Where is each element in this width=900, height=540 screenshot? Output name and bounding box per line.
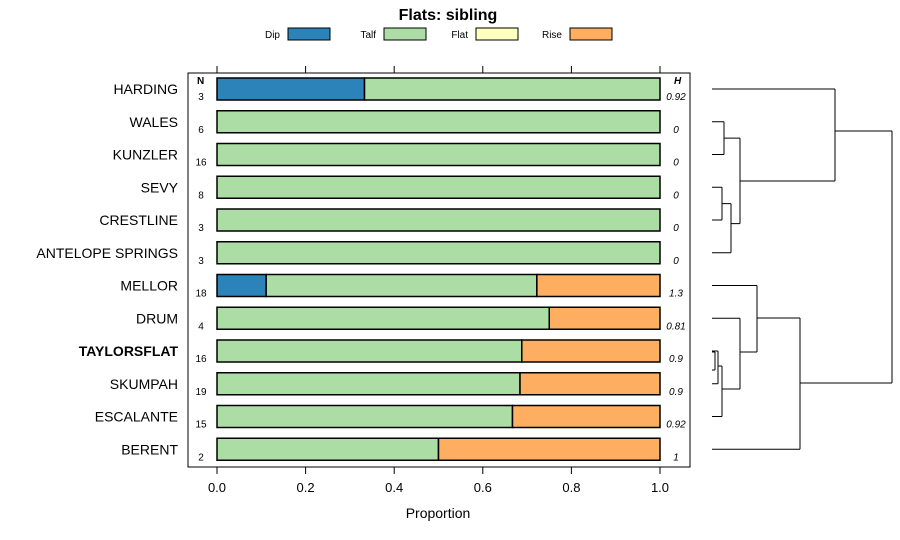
bar-row: HARDING 3 0.92	[113, 77, 686, 103]
row-h: 1	[673, 452, 679, 463]
bar-segment-rise	[437, 437, 661, 461]
bar-segment-rise	[511, 404, 661, 429]
legend-label: Dip	[265, 30, 280, 41]
legend-swatch	[383, 27, 427, 41]
row-n: 15	[195, 420, 207, 431]
bar-row: MELLOR 18 1.3	[120, 273, 683, 300]
bar-segment-talf	[363, 77, 661, 101]
row-n: 18	[195, 289, 207, 300]
legend-label: Talf	[360, 30, 376, 41]
legend-label: Flat	[451, 30, 468, 41]
row-label: KUNZLER	[113, 147, 178, 163]
bar-segment-talf	[216, 437, 440, 461]
bar-row: WALES 6 0	[130, 110, 679, 136]
row-h: 0.9	[669, 354, 683, 365]
row-h: 0	[673, 256, 679, 267]
row-n: 6	[198, 125, 204, 136]
row-n: 3	[198, 92, 204, 103]
row-label: SEVY	[141, 179, 179, 195]
x-tick-label: 0.8	[562, 480, 580, 495]
bar-row: CRESTLINE 3 0	[99, 208, 679, 234]
row-h: 0	[673, 190, 679, 201]
bar-row: ESCALANTE 15 0.92	[95, 404, 686, 431]
x-tick-label: 1.0	[651, 480, 669, 495]
bar-segment-talf	[216, 306, 550, 330]
row-label: ANTELOPE SPRINGS	[36, 245, 178, 261]
legend-swatch	[475, 27, 519, 41]
bar-row: BERENT 2 1	[121, 437, 679, 463]
row-n: 3	[198, 223, 204, 234]
legend-label: Rise	[542, 30, 562, 41]
bar-segment-dip	[216, 273, 267, 298]
row-h: 1.3	[669, 289, 683, 300]
bar-segment-talf	[216, 175, 661, 199]
x-axis-title: Proportion	[406, 505, 471, 521]
row-label: TAYLORSFLAT	[79, 343, 179, 359]
x-tick-label: 0.6	[474, 480, 492, 495]
row-label: SKUMPAH	[110, 376, 178, 392]
plot-frame	[187, 72, 691, 468]
x-tick-label: 0.0	[208, 480, 226, 495]
row-h: 0	[673, 125, 679, 136]
bar-row: DRUM 4 0.81	[136, 306, 686, 332]
bar-segment-talf	[216, 142, 661, 167]
row-n: 16	[195, 354, 207, 365]
bar-row: SEVY 8 0	[141, 175, 679, 201]
bar-segment-rise	[536, 273, 661, 298]
row-n: 8	[198, 190, 204, 201]
bar-segment-talf	[216, 404, 514, 429]
bar-row: SKUMPAH 19 0.9	[110, 372, 683, 398]
row-label: HARDING	[113, 81, 178, 97]
h-header: H	[674, 76, 682, 87]
row-h: 0.81	[666, 321, 685, 332]
bar-segment-talf	[265, 273, 538, 298]
row-n: 19	[195, 387, 207, 398]
bar-segment-dip	[216, 77, 366, 101]
row-n: 4	[198, 321, 204, 332]
row-label: CRESTLINE	[99, 212, 178, 228]
legend-swatch	[287, 27, 331, 41]
bar-row: KUNZLER 16 0	[113, 142, 679, 169]
row-n: 16	[195, 158, 207, 169]
n-header: N	[197, 76, 204, 87]
bar-segment-rise	[521, 339, 661, 363]
row-h: 0	[673, 223, 679, 234]
row-h: 0	[673, 158, 679, 169]
row-n: 2	[198, 452, 204, 463]
bar-segment-talf	[216, 241, 661, 265]
x-axis: 0.0 0.2 0.4 0.6 0.8 1.0	[208, 467, 669, 495]
chart-title: Flats: sibling	[399, 7, 498, 24]
bar-segment-talf	[216, 339, 523, 363]
dendrogram	[712, 88, 893, 450]
bar-segment-talf	[216, 110, 661, 134]
bar-segment-talf	[216, 208, 661, 232]
row-h: 0.9	[669, 387, 683, 398]
x-tick-label: 0.2	[297, 480, 315, 495]
row-label: DRUM	[136, 310, 178, 326]
bar-segment-rise	[548, 306, 661, 330]
top-axis-ticks	[216, 66, 661, 73]
row-label: ESCALANTE	[95, 409, 178, 425]
row-h: 0.92	[666, 420, 686, 431]
bar-segment-talf	[216, 372, 521, 396]
legend: Dip Talf Flat Rise	[265, 27, 613, 41]
bar-row: ANTELOPE SPRINGS 3 0	[36, 241, 679, 267]
row-n: 3	[198, 256, 204, 267]
bar-segment-rise	[519, 372, 661, 396]
x-tick-label: 0.4	[385, 480, 403, 495]
row-h: 0.92	[666, 92, 686, 103]
legend-swatch	[569, 27, 613, 41]
row-label: BERENT	[121, 441, 178, 457]
bar-row: TAYLORSFLAT 16 0.9	[79, 339, 683, 365]
row-label: WALES	[130, 114, 179, 130]
row-label: MELLOR	[120, 278, 178, 294]
